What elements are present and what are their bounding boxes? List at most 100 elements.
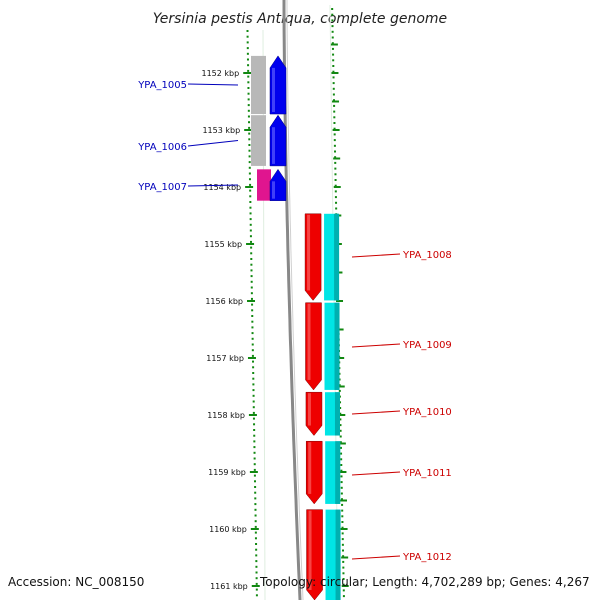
minor-tick xyxy=(334,184,337,187)
minor-tick xyxy=(250,286,253,289)
minor-tick xyxy=(332,65,335,67)
minor-tick xyxy=(254,486,257,488)
accession-text: Accession: NC_008150 xyxy=(8,575,145,589)
tick-label: 1158 kbp xyxy=(207,411,245,420)
minor-tick xyxy=(332,53,335,56)
gene-label[interactable]: YPA_1006 xyxy=(137,142,187,153)
minor-tick xyxy=(339,412,342,415)
minor-tick xyxy=(255,594,258,597)
minor-tick xyxy=(333,139,336,142)
minor-tick xyxy=(252,394,255,397)
minor-tick xyxy=(331,13,334,16)
gene-label[interactable]: YPA_1008 xyxy=(402,250,452,261)
minor-tick xyxy=(334,190,337,193)
minor-tick xyxy=(253,463,256,466)
minor-tick xyxy=(342,578,345,580)
gene-label[interactable]: YPA_1010 xyxy=(402,407,452,418)
minor-tick xyxy=(341,521,344,523)
minor-tick xyxy=(252,389,255,392)
gene-YPA_1005[interactable] xyxy=(251,55,287,115)
gene-cds-shade xyxy=(251,115,266,166)
minor-tick xyxy=(254,508,257,511)
minor-tick xyxy=(248,161,251,164)
minor-tick xyxy=(247,64,250,67)
minor-tick xyxy=(254,497,257,500)
minor-tick xyxy=(249,218,252,221)
tick-label: 1160 kbp xyxy=(209,525,247,534)
topology-text: Topology: circular; Length: 4,702,289 bp… xyxy=(260,575,590,589)
gene-YPA_1011[interactable] xyxy=(305,440,341,505)
minor-tick xyxy=(340,475,343,478)
minor-tick xyxy=(252,383,255,386)
minor-tick xyxy=(251,343,254,346)
minor-tick xyxy=(339,424,342,427)
minor-tick xyxy=(252,406,255,409)
minor-tick xyxy=(332,82,335,85)
minor-tick xyxy=(250,269,253,272)
gene-YPA_1007[interactable] xyxy=(257,168,287,201)
gene-label[interactable]: YPA_1005 xyxy=(137,80,187,91)
minor-tick xyxy=(248,138,251,141)
minor-tick xyxy=(342,555,345,558)
minor-tick xyxy=(339,429,342,432)
minor-tick xyxy=(250,246,253,249)
minor-tick xyxy=(252,411,255,414)
gene-leader-line xyxy=(351,343,401,348)
minor-tick xyxy=(249,195,252,198)
minor-tick xyxy=(255,554,258,557)
gene-YPA_1009[interactable] xyxy=(305,302,340,391)
gene-arrow-highlight xyxy=(272,67,275,113)
gene-cds-shade-edge xyxy=(335,509,341,600)
minor-tick xyxy=(254,503,257,506)
tick-label: 1157 kbp xyxy=(206,354,244,363)
minor-tick xyxy=(250,263,253,266)
minor-tick xyxy=(255,543,258,545)
gene-arrow-highlight xyxy=(308,510,312,590)
minor-tick xyxy=(254,537,257,540)
gene-YPA_1008[interactable] xyxy=(304,213,340,301)
minor-tick xyxy=(331,19,334,22)
minor-tick xyxy=(248,155,251,158)
minor-tick xyxy=(249,212,252,215)
minor-tick xyxy=(333,133,336,136)
gene-YPA_1006[interactable] xyxy=(251,114,287,167)
minor-tick xyxy=(331,36,334,39)
minor-tick xyxy=(334,179,337,181)
minor-tick xyxy=(335,207,338,210)
gene-leader-line xyxy=(187,140,239,147)
minor-tick xyxy=(247,115,250,118)
minor-tick xyxy=(252,372,255,374)
gene-label[interactable]: YPA_1012 xyxy=(402,552,452,563)
gene-YPA_1012[interactable] xyxy=(306,509,341,600)
minor-tick xyxy=(246,52,249,55)
minor-tick xyxy=(247,87,250,89)
minor-tick xyxy=(331,47,334,50)
gene-label[interactable]: YPA_1007 xyxy=(137,182,187,193)
minor-tick xyxy=(342,572,345,575)
minor-tick xyxy=(339,441,342,444)
gene-label[interactable]: YPA_1009 xyxy=(402,340,452,351)
backbone-shadow xyxy=(286,0,304,600)
minor-tick xyxy=(248,121,251,124)
minor-tick xyxy=(250,275,253,278)
minor-tick xyxy=(251,332,254,335)
gene-arrow-highlight xyxy=(272,181,275,199)
gene-feature-ncrna xyxy=(257,169,271,201)
minor-tick xyxy=(247,104,250,107)
minor-tick xyxy=(332,87,335,90)
minor-tick xyxy=(253,423,256,426)
minor-tick xyxy=(331,30,334,33)
minor-tick xyxy=(250,280,253,283)
minor-tick xyxy=(251,354,254,357)
gene-YPA_1010[interactable] xyxy=(305,391,340,436)
minor-tick xyxy=(341,549,344,552)
minor-tick xyxy=(255,582,258,585)
minor-tick xyxy=(339,435,342,438)
minor-tick xyxy=(248,132,251,135)
minor-tick xyxy=(246,30,249,32)
gene-label[interactable]: YPA_1011 xyxy=(402,468,452,479)
gene-leader-line xyxy=(351,471,401,476)
minor-tick xyxy=(340,458,343,461)
tick-label: 1153 kbp xyxy=(202,126,240,135)
minor-tick xyxy=(250,292,253,295)
